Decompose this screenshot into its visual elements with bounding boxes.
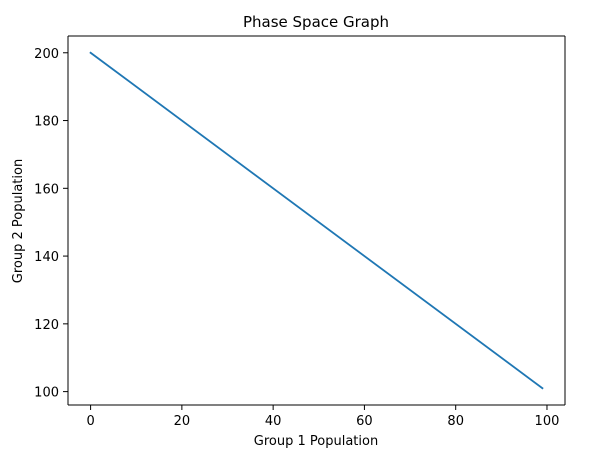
y-tick-label-180: 180 bbox=[34, 115, 59, 130]
x-axis-label: Group 1 Population bbox=[254, 434, 378, 449]
y-tick-label-120: 120 bbox=[34, 318, 59, 333]
x-tick-label-0: 0 bbox=[86, 414, 94, 429]
y-axis-label: Group 2 Population bbox=[11, 159, 26, 283]
y-tick-label-100: 100 bbox=[34, 386, 59, 401]
x-tick-label-80: 80 bbox=[447, 414, 464, 429]
x-tick-label-20: 20 bbox=[174, 414, 191, 429]
y-tick-label-160: 160 bbox=[34, 182, 59, 197]
series-line-0 bbox=[89, 51, 544, 390]
x-tick-label-40: 40 bbox=[265, 414, 282, 429]
chart-title: Phase Space Graph bbox=[243, 13, 389, 31]
y-tick-label-200: 200 bbox=[34, 47, 59, 62]
y-tick-label-140: 140 bbox=[34, 250, 59, 265]
plot-area: 0 20 40 60 80 100 100 120 140 160 180 200 bbox=[34, 35, 566, 429]
x-tick-label-60: 60 bbox=[356, 414, 373, 429]
x-tick-label-100: 100 bbox=[535, 414, 560, 429]
